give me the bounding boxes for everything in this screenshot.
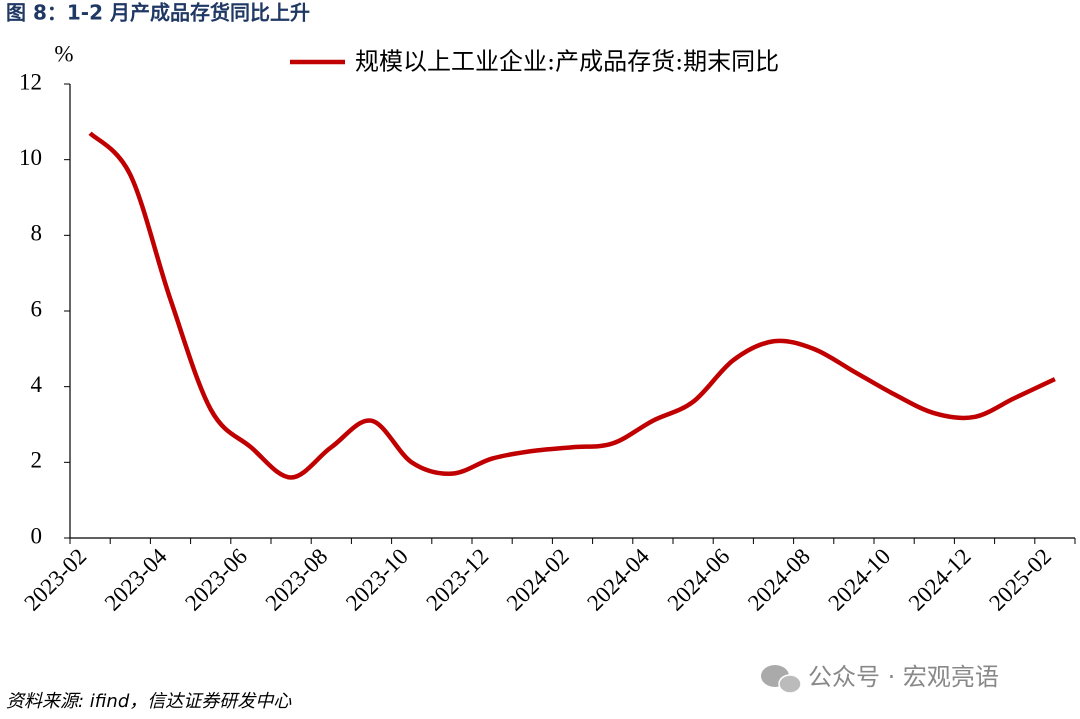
x-tick-label: 2024-02 (502, 544, 574, 616)
x-tick-label: 2023-04 (100, 543, 172, 615)
x-tick-label: 2023-12 (421, 544, 493, 616)
chart-title: 图 8：1-2 月产成品存货同比上升 (6, 1, 310, 25)
x-tick-label: 2024-12 (904, 544, 976, 616)
x-tick-label: 2023-06 (180, 544, 252, 616)
y-unit: % (54, 41, 73, 66)
y-tick-label: 2 (31, 448, 43, 473)
x-tick-label: 2023-08 (261, 544, 333, 616)
x-tick-label: 2023-02 (19, 544, 91, 616)
legend-label: 规模以上工业企业:产成品存货:期末同比 (355, 48, 779, 76)
source: 资料来源: ifind，信达证券研发中心 (6, 691, 292, 712)
x-tick-label: 2024-10 (823, 544, 895, 616)
x-tick-label: 2024-04 (582, 543, 654, 615)
line (88, 131, 1056, 480)
y-tick-label: 6 (31, 296, 43, 321)
watermark: 公众号 · 宏观亮语 (808, 663, 999, 691)
x-tick-label: 2024-08 (743, 544, 815, 616)
y-tick-label: 12 (19, 69, 42, 94)
watermark-icon (761, 665, 802, 694)
x-tick-label: 2023-10 (341, 544, 413, 616)
y-tick-label: 8 (31, 221, 43, 246)
y-tick-label: 4 (31, 372, 43, 397)
x-tick-label: 2024-06 (663, 544, 735, 616)
y-tick-label: 0 (31, 523, 43, 548)
x-tick-label: 2025-02 (984, 544, 1056, 616)
y-tick-label: 10 (19, 145, 42, 170)
